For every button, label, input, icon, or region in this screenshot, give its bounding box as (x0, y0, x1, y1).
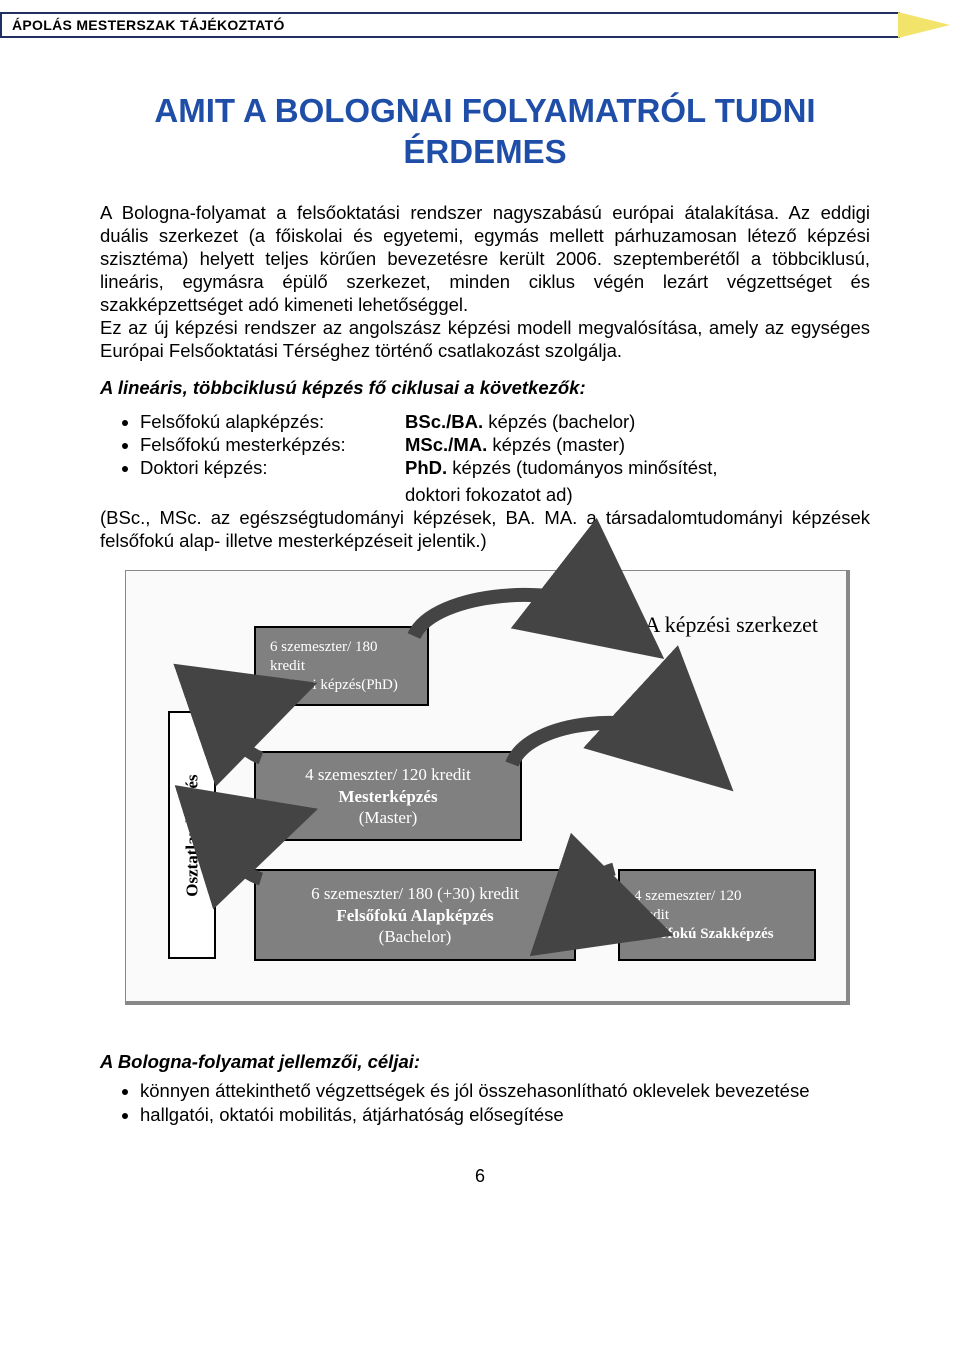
list-item: Felsőfokú alapképzés: BSc./BA. képzés (b… (140, 410, 870, 433)
features-section: A Bologna-folyamat jellemzői, céljai: kö… (100, 1050, 870, 1125)
cycle-label: Felsőfokú mesterképzés: (140, 433, 405, 456)
features-heading: A Bologna-folyamat jellemzői, céljai: (100, 1050, 870, 1073)
box-master: 4 szemeszter/ 120 kredit Mesterképzés (M… (254, 751, 522, 841)
goals-list: könnyen áttekinthető végzettségek és jól… (100, 1079, 870, 1125)
cycle-label: Felsőfokú alapképzés: (140, 410, 405, 433)
cycle-label: Doktori képzés: (140, 456, 405, 479)
page-title: AMIT A BOLOGNAI FOLYAMATRÓL TUDNI ÉRDEME… (100, 90, 870, 173)
cycle-desc-cont: doktori fokozatot ad) (405, 483, 870, 506)
arrow-icon (394, 581, 624, 651)
arrow-icon (572, 859, 627, 924)
list-item: Felsőfokú mesterképzés: MSc./MA. képzés … (140, 433, 870, 456)
training-structure-diagram: A képzési szerkezet Osztatlan képzés 6 s… (125, 570, 845, 1005)
header-title-bar: ÁPOLÁS MESTERSZAK TÁJÉKOZTATÓ (0, 12, 900, 38)
box-undivided: Osztatlan képzés (168, 711, 216, 959)
arrow-icon (494, 709, 694, 779)
list-item: Doktori képzés: PhD. képzés (tudományos … (140, 456, 870, 479)
arrow-icon (221, 696, 276, 766)
intro-paragraph-1: A Bologna-folyamat a felsőoktatási rends… (100, 202, 870, 316)
list-item: hallgatói, oktatói mobilitás, átjárhatós… (140, 1103, 870, 1126)
box-fsz: 4 szemeszter/ 120 kredit Felsőfokú Szakk… (618, 869, 816, 961)
box-undivided-label: Osztatlan képzés (181, 774, 202, 896)
cycle-desc: MSc./MA. képzés (master) (405, 433, 870, 456)
page-header: ÁPOLÁS MESTERSZAK TÁJÉKOZTATÓ (0, 12, 960, 40)
intro-paragraph: A Bologna-folyamat a felsőoktatási rends… (100, 201, 870, 363)
abbreviation-note: (BSc., MSc. az egészségtudományi képzése… (100, 506, 870, 552)
cycles-heading: A lineáris, többciklusú képzés fő ciklus… (100, 376, 870, 399)
diagram-title: A képzési szerkezet (645, 611, 818, 639)
intro-paragraph-2: Ez az új képzési rendszer az angolszász … (100, 317, 870, 361)
cycle-desc: PhD. képzés (tudományos minősítést, (405, 456, 870, 479)
page-number: 6 (0, 1166, 960, 1187)
cycles-list: Felsőfokú alapképzés: BSc./BA. képzés (b… (100, 410, 870, 479)
cycle-desc: BSc./BA. képzés (bachelor) (405, 410, 870, 433)
box-bachelor: 6 szemeszter/ 180 (+30) kredit Felsőfokú… (254, 869, 576, 961)
header-arrow-icon (898, 12, 950, 38)
header-title: ÁPOLÁS MESTERSZAK TÁJÉKOZTATÓ (12, 17, 285, 33)
list-item: könnyen áttekinthető végzettségek és jól… (140, 1079, 870, 1102)
arrow-icon (221, 821, 276, 886)
